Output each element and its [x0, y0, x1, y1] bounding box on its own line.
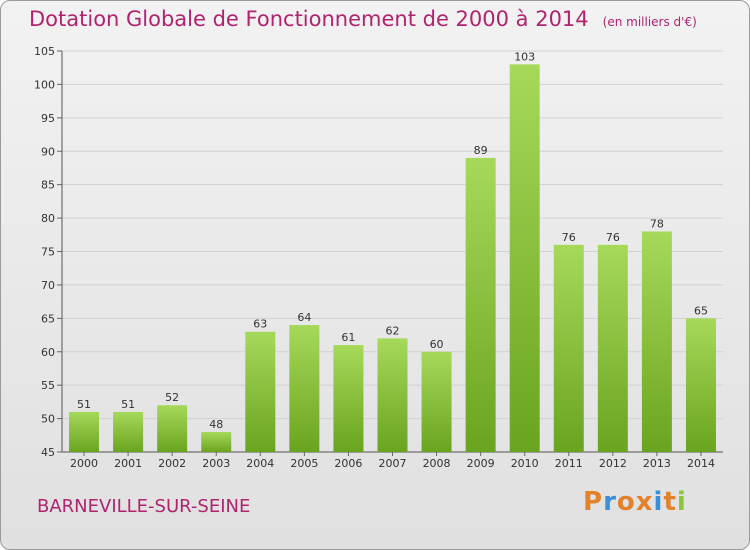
bar-2005: [289, 325, 320, 452]
data-label-2005: 64: [297, 311, 311, 324]
logo-letter: P: [583, 487, 604, 517]
data-label-2009: 89: [474, 144, 488, 157]
data-label-2012: 76: [606, 231, 620, 244]
y-tick-label: 60: [41, 346, 55, 359]
chart-title: Dotation Globale de Fonctionnement de 20…: [29, 7, 589, 31]
bar-2000: [69, 411, 100, 452]
x-tick-label-2013: 2013: [643, 457, 671, 470]
data-labels: 51 51 52 48 63 64 61 62 60 89 103 76 76 78 65: [77, 50, 708, 431]
bar-2006: [333, 345, 364, 452]
bar-2007: [377, 338, 408, 452]
data-label-2008: 60: [430, 338, 444, 351]
x-tick-label-2001: 2001: [114, 457, 142, 470]
data-label-2013: 78: [650, 217, 664, 230]
x-tick-label-2005: 2005: [290, 457, 318, 470]
y-tick-label: 70: [41, 279, 55, 292]
data-label-2003: 48: [209, 418, 223, 431]
data-label-2006: 61: [341, 331, 355, 344]
data-label-2001: 51: [121, 398, 135, 411]
logo-letter: r: [603, 487, 617, 517]
x-tick-label-2000: 2000: [70, 457, 98, 470]
proxiti-logo: Proxiti: [583, 487, 687, 517]
y-tick-label: 75: [41, 246, 55, 259]
bars: [69, 64, 716, 452]
data-label-2004: 63: [253, 318, 267, 331]
bar-2004: [245, 331, 276, 452]
y-tick-label: 85: [41, 179, 55, 192]
bar-2003: [201, 431, 232, 452]
y-tick-label: 45: [41, 446, 55, 459]
bar-2001: [113, 411, 144, 452]
logo-letter: i: [653, 487, 664, 517]
data-label-2011: 76: [562, 231, 576, 244]
logo-letter: t: [663, 487, 677, 517]
bar-2008: [421, 351, 452, 452]
bar-2011: [553, 244, 584, 452]
x-tick-label-2008: 2008: [423, 457, 451, 470]
x-tick-label-2003: 2003: [202, 457, 230, 470]
x-tick-label-2002: 2002: [158, 457, 186, 470]
bar-2012: [597, 244, 628, 452]
bar-2014: [685, 318, 716, 452]
data-label-2014: 65: [694, 304, 708, 317]
data-label-2007: 62: [386, 324, 400, 337]
x-tick-label-2010: 2010: [511, 457, 539, 470]
logo-letter: x: [635, 487, 654, 517]
y-tick-label: 55: [41, 379, 55, 392]
y-tick-label: 105: [34, 45, 55, 58]
y-tick-label: 100: [34, 78, 55, 91]
bar-2002: [157, 405, 188, 452]
data-label-2010: 103: [514, 50, 535, 63]
y-tick-label: 80: [41, 212, 55, 225]
bar-2010: [509, 64, 540, 452]
bar-2009: [465, 157, 496, 452]
tick-labels: 45 50 55 60 65 70 75 80 85 90 95 100 105 2000 2001 2002…: [34, 45, 715, 470]
x-tick-label-2009: 2009: [467, 457, 495, 470]
y-tick-label: 90: [41, 145, 55, 158]
data-label-2002: 52: [165, 391, 179, 404]
bar-2013: [641, 231, 672, 452]
y-tick-label: 65: [41, 312, 55, 325]
x-tick-label-2014: 2014: [687, 457, 715, 470]
data-label-2000: 51: [77, 398, 91, 411]
y-tick-label: 95: [41, 112, 55, 125]
x-tick-label-2007: 2007: [379, 457, 407, 470]
x-tick-label-2006: 2006: [334, 457, 362, 470]
commune-name: BARNEVILLE-SUR-SEINE: [37, 496, 251, 517]
logo-letter: o: [616, 487, 636, 517]
chart-title-block: Dotation Globale de Fonctionnement de 20…: [29, 7, 697, 31]
y-tick-label: 50: [41, 413, 55, 426]
logo-letter: i: [676, 487, 687, 517]
unit-note: (en milliers d'€): [602, 15, 697, 29]
x-tick-label-2012: 2012: [599, 457, 627, 470]
x-tick-label-2011: 2011: [555, 457, 583, 470]
x-tick-label-2004: 2004: [246, 457, 274, 470]
